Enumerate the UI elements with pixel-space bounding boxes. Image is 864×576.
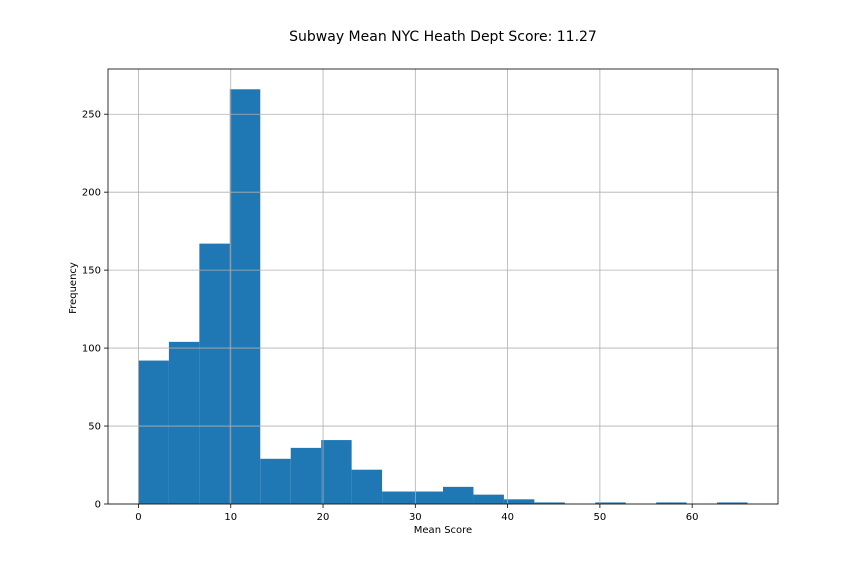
plot-area: 0 10 20 30 40 50 60 0 50 100 150 200 250 — [82, 68, 779, 523]
histogram-bar-19 — [717, 502, 748, 504]
y-tick-label: 150 — [82, 266, 101, 277]
histogram-bar-0 — [138, 360, 169, 504]
x-tick-label: 10 — [224, 512, 237, 523]
y-tick-label: 100 — [82, 344, 101, 355]
histogram-bar-4 — [260, 458, 291, 504]
x-tick-label: 0 — [135, 512, 141, 523]
histogram-bar-5 — [290, 447, 322, 504]
histogram-bar-8 — [382, 491, 413, 504]
histogram-bar-9 — [412, 491, 443, 504]
y-tick-label: 250 — [82, 110, 101, 121]
histogram-bar-11 — [473, 494, 504, 504]
y-tick-label: 50 — [88, 422, 101, 433]
histogram-bar-15 — [595, 502, 626, 504]
y-tick-label: 0 — [95, 500, 101, 511]
histogram-bar-6 — [321, 440, 352, 504]
histogram-bar-13 — [534, 502, 565, 504]
histogram-bar-17 — [656, 502, 687, 504]
y-axis-label: Frequency — [68, 262, 79, 314]
histogram-bar-7 — [351, 469, 383, 504]
x-tick-label: 40 — [501, 512, 514, 523]
histogram-bar-1 — [168, 341, 200, 504]
histogram-bar-2 — [199, 243, 230, 504]
chart-title: Subway Mean NYC Heath Dept Score: 11.27 — [289, 29, 597, 45]
x-tick-label: 50 — [594, 512, 607, 523]
x-tick-label: 30 — [409, 512, 422, 523]
x-tick-label: 20 — [317, 512, 330, 523]
histogram-bar-10 — [443, 486, 474, 504]
histogram-bar-3 — [229, 89, 261, 505]
axes-frame — [107, 68, 779, 505]
y-tick-label: 200 — [82, 188, 101, 199]
x-tick-label: 60 — [686, 512, 699, 523]
histogram-bar-12 — [503, 499, 535, 504]
x-axis-label: Mean Score — [414, 525, 472, 536]
